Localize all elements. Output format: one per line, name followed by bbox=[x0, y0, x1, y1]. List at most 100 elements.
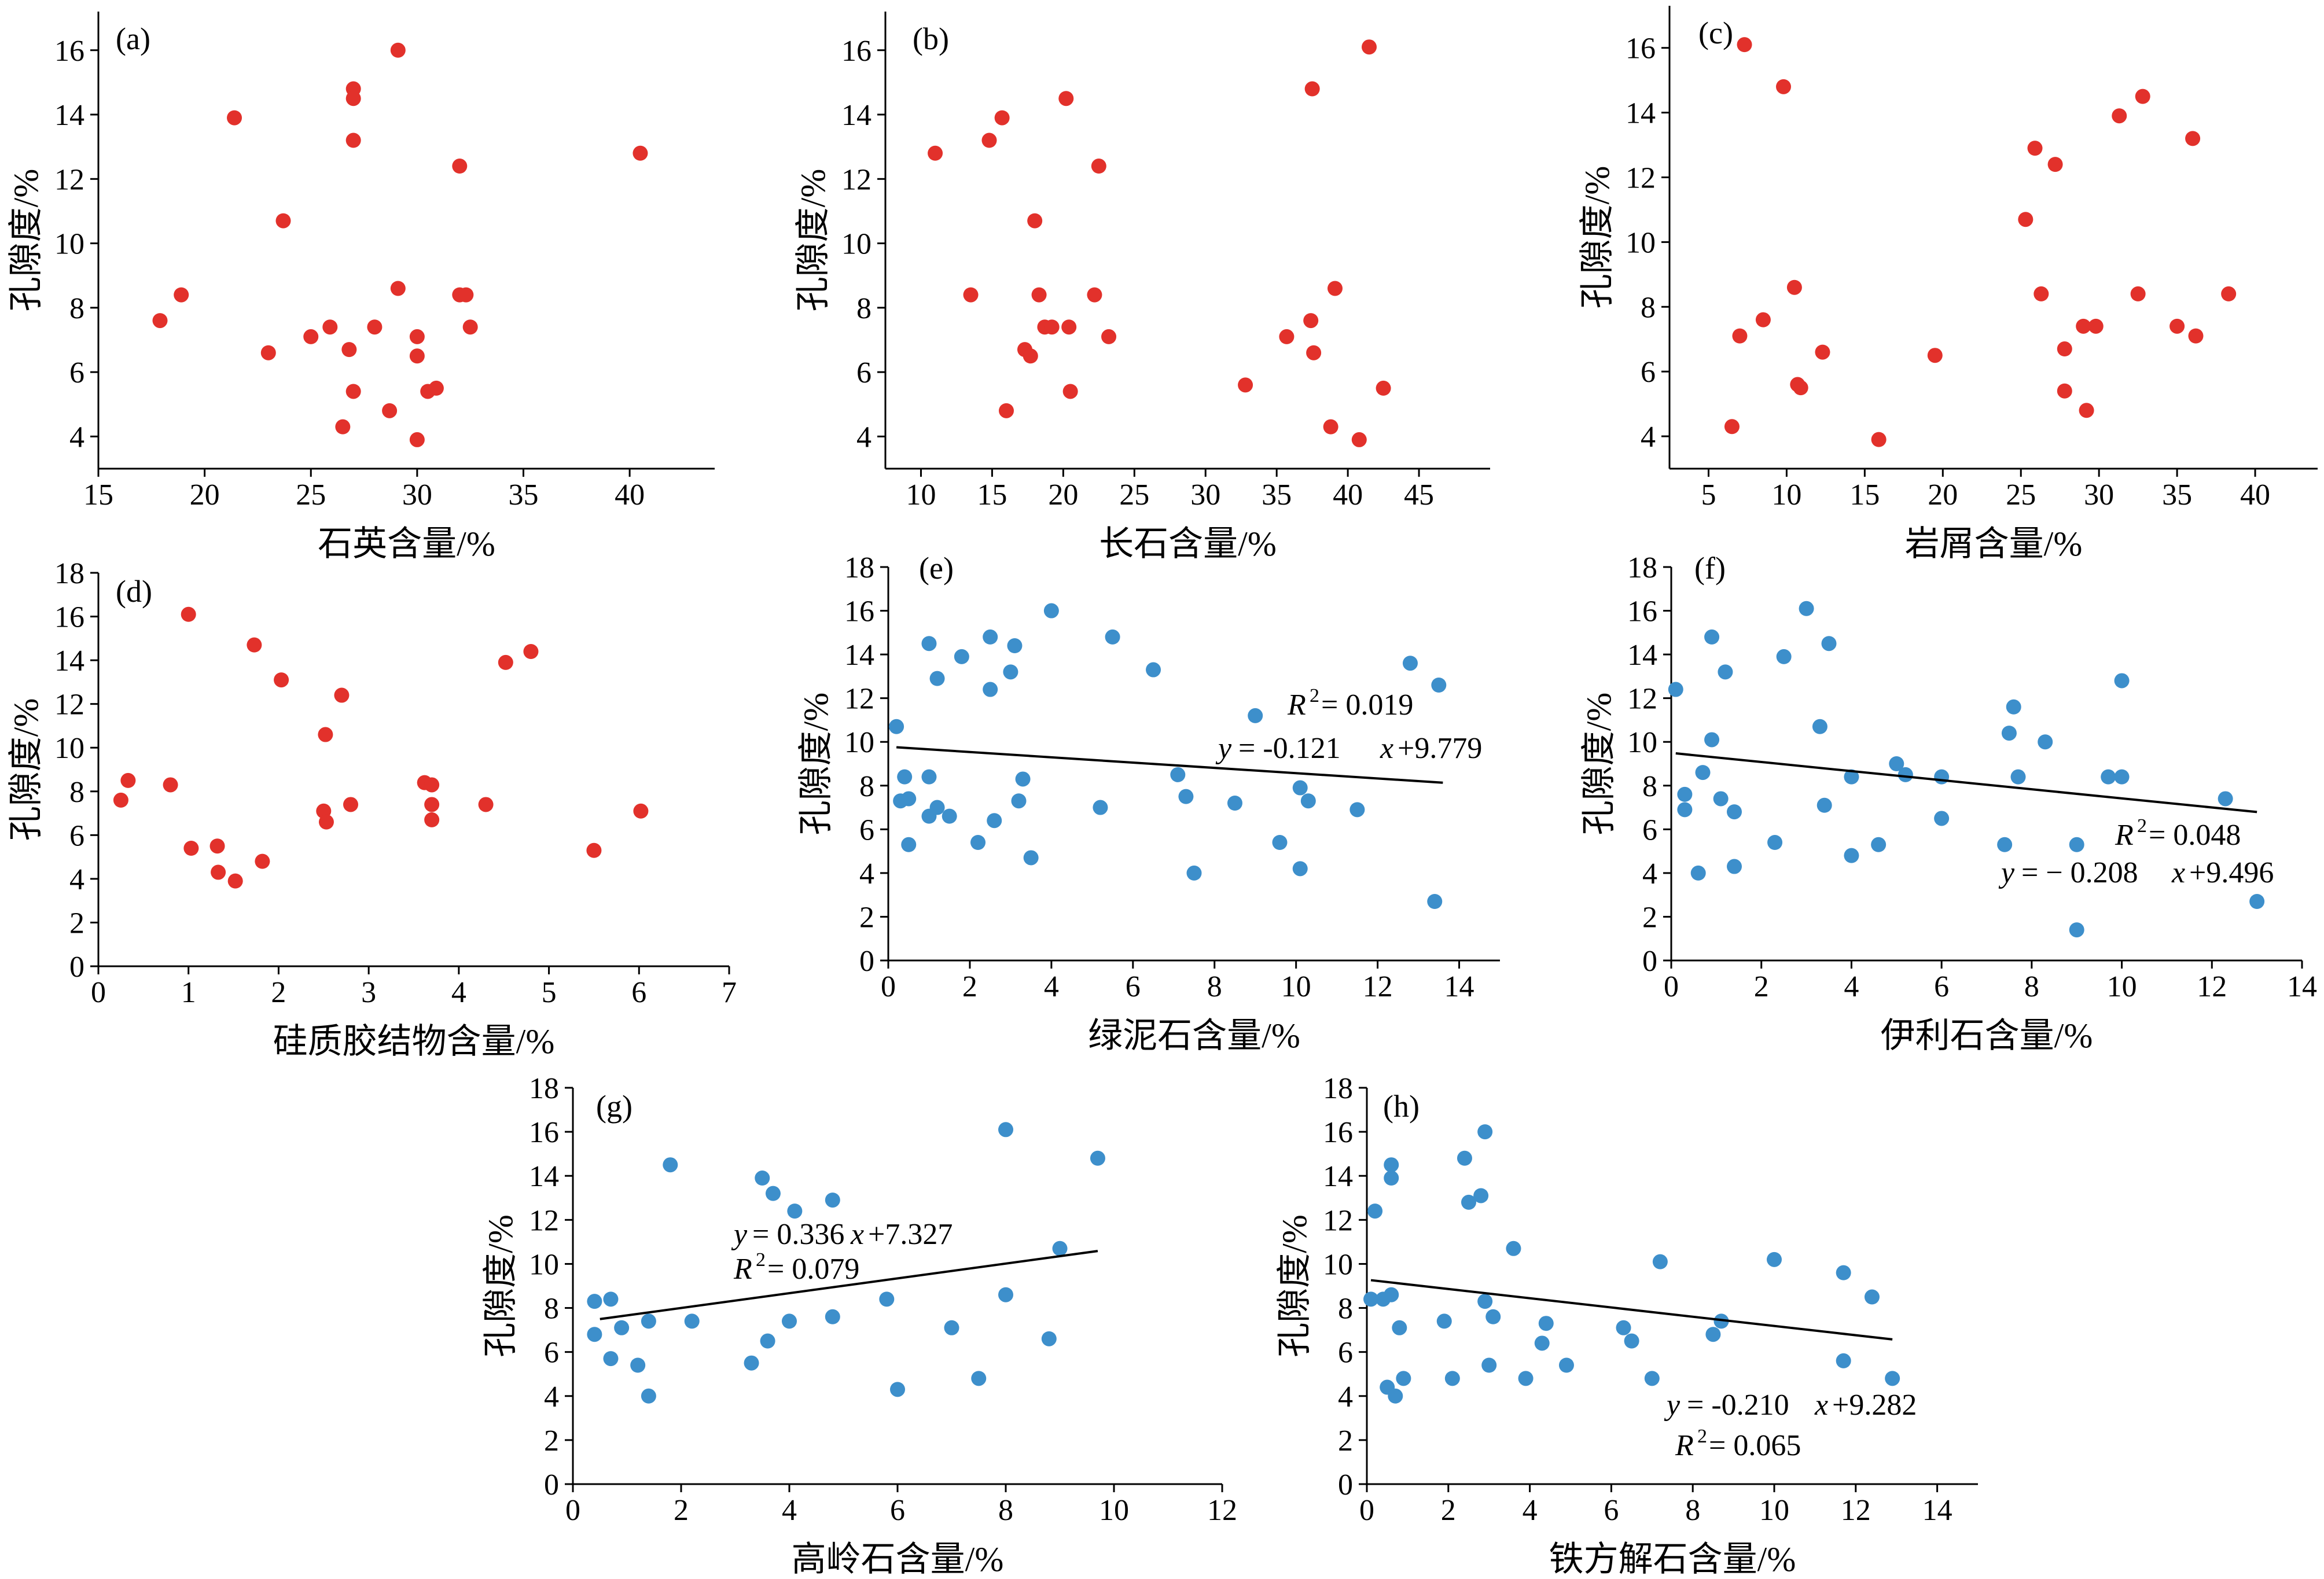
data-point bbox=[587, 1294, 602, 1309]
data-point bbox=[1027, 213, 1043, 229]
y-tick-label: 16 bbox=[54, 601, 84, 634]
data-point bbox=[523, 644, 539, 659]
data-point bbox=[120, 772, 136, 788]
x-axis-label: 长石含量/% bbox=[1099, 525, 1277, 563]
x-tick-label: 4 bbox=[1523, 1494, 1538, 1527]
data-point bbox=[382, 403, 398, 418]
data-point bbox=[999, 403, 1014, 418]
y-tick-label: 2 bbox=[544, 1425, 559, 1457]
panel-label: (d) bbox=[116, 574, 152, 609]
y-axis-label: 孔隙度/% bbox=[797, 693, 835, 835]
data-point bbox=[1384, 1157, 1399, 1173]
x-tick-label: 20 bbox=[1928, 479, 1958, 511]
y-tick-label: 12 bbox=[529, 1204, 559, 1237]
x-tick-label: 6 bbox=[631, 976, 646, 1009]
y-tick-label: 12 bbox=[844, 683, 874, 716]
data-point bbox=[390, 42, 406, 58]
x-tick-label: 12 bbox=[1207, 1494, 1237, 1527]
regression-annotation: = -0.210 bbox=[1687, 1389, 1789, 1422]
data-point bbox=[211, 864, 226, 880]
x-tick-label: 10 bbox=[1771, 479, 1801, 511]
regression-annotation: = 0.336 bbox=[752, 1218, 844, 1251]
regression-annotation: = 0.065 bbox=[1709, 1429, 1801, 1462]
data-point bbox=[1431, 678, 1447, 693]
x-tick-label: 10 bbox=[1281, 970, 1311, 1003]
y-tick-label: 16 bbox=[1626, 32, 1656, 65]
x-tick-label: 25 bbox=[296, 479, 326, 511]
data-point bbox=[1812, 719, 1827, 734]
regression-annotation: 2 bbox=[2137, 815, 2147, 837]
x-tick-label: 2 bbox=[1441, 1494, 1456, 1527]
regression-annotation: +9.282 bbox=[1832, 1389, 1917, 1422]
data-point bbox=[1003, 664, 1018, 680]
y-tick-label: 4 bbox=[1641, 421, 1656, 454]
data-point bbox=[929, 671, 945, 686]
y-tick-label: 16 bbox=[1627, 595, 1657, 628]
data-point bbox=[247, 637, 262, 653]
data-point bbox=[2221, 286, 2237, 301]
x-tick-label: 40 bbox=[615, 479, 645, 511]
x-tick-label: 6 bbox=[890, 1494, 905, 1527]
y-tick-label: 18 bbox=[54, 557, 84, 590]
y-tick-label: 16 bbox=[529, 1116, 559, 1149]
data-point bbox=[1767, 835, 1783, 850]
data-point bbox=[901, 791, 917, 807]
y-tick-label: 4 bbox=[856, 421, 872, 454]
data-point bbox=[929, 800, 945, 815]
data-point bbox=[1186, 865, 1202, 881]
y-tick-label: 6 bbox=[1338, 1337, 1353, 1370]
x-tick-label: 2 bbox=[1754, 970, 1769, 1003]
y-tick-label: 10 bbox=[54, 228, 84, 261]
y-tick-label: 14 bbox=[1627, 639, 1657, 672]
data-point bbox=[1477, 1294, 1493, 1309]
data-point bbox=[1713, 1313, 1729, 1329]
data-point bbox=[787, 1203, 803, 1219]
data-point bbox=[1061, 319, 1077, 335]
y-tick-label: 2 bbox=[69, 907, 84, 940]
x-tick-label: 8 bbox=[998, 1494, 1013, 1527]
y-tick-label: 0 bbox=[544, 1468, 559, 1501]
data-point bbox=[1793, 380, 1808, 396]
data-point bbox=[1367, 1203, 1383, 1219]
data-point bbox=[765, 1186, 781, 1201]
regression-annotation: +7.327 bbox=[868, 1218, 953, 1251]
regression-annotation: y bbox=[731, 1218, 748, 1251]
data-point bbox=[921, 636, 937, 652]
x-tick-label: 2 bbox=[271, 976, 286, 1009]
data-point bbox=[2069, 837, 2084, 852]
data-point bbox=[424, 777, 440, 793]
data-point bbox=[1934, 811, 1950, 826]
y-tick-label: 14 bbox=[54, 645, 84, 678]
data-point bbox=[1396, 1371, 1411, 1386]
y-tick-label: 6 bbox=[69, 819, 84, 852]
data-point bbox=[2169, 318, 2185, 334]
data-point bbox=[2047, 157, 2063, 172]
y-tick-label: 6 bbox=[1642, 814, 1657, 846]
x-tick-label: 0 bbox=[565, 1494, 580, 1527]
data-point bbox=[970, 835, 986, 850]
data-point bbox=[755, 1171, 770, 1186]
y-tick-label: 12 bbox=[1323, 1204, 1353, 1237]
y-tick-label: 14 bbox=[844, 639, 874, 672]
data-point bbox=[1323, 419, 1338, 435]
x-tick-label: 35 bbox=[508, 479, 538, 511]
data-point bbox=[2112, 108, 2127, 124]
data-point bbox=[760, 1333, 775, 1349]
data-point bbox=[2057, 383, 2072, 399]
y-tick-label: 6 bbox=[544, 1337, 559, 1370]
data-point bbox=[1767, 1252, 1782, 1267]
data-point bbox=[1776, 649, 1792, 664]
data-point bbox=[227, 110, 242, 126]
data-point bbox=[1668, 682, 1683, 697]
data-point bbox=[630, 1357, 646, 1373]
x-tick-label: 15 bbox=[1849, 479, 1880, 511]
data-point bbox=[641, 1388, 656, 1404]
panel-label: (g) bbox=[596, 1089, 633, 1124]
x-tick-label: 30 bbox=[402, 479, 432, 511]
data-point bbox=[1436, 1313, 1452, 1329]
data-point bbox=[1473, 1188, 1489, 1203]
data-point bbox=[113, 792, 128, 808]
x-axis-label: 高岭石含量/% bbox=[792, 1540, 1004, 1578]
x-tick-label: 5 bbox=[542, 976, 557, 1009]
